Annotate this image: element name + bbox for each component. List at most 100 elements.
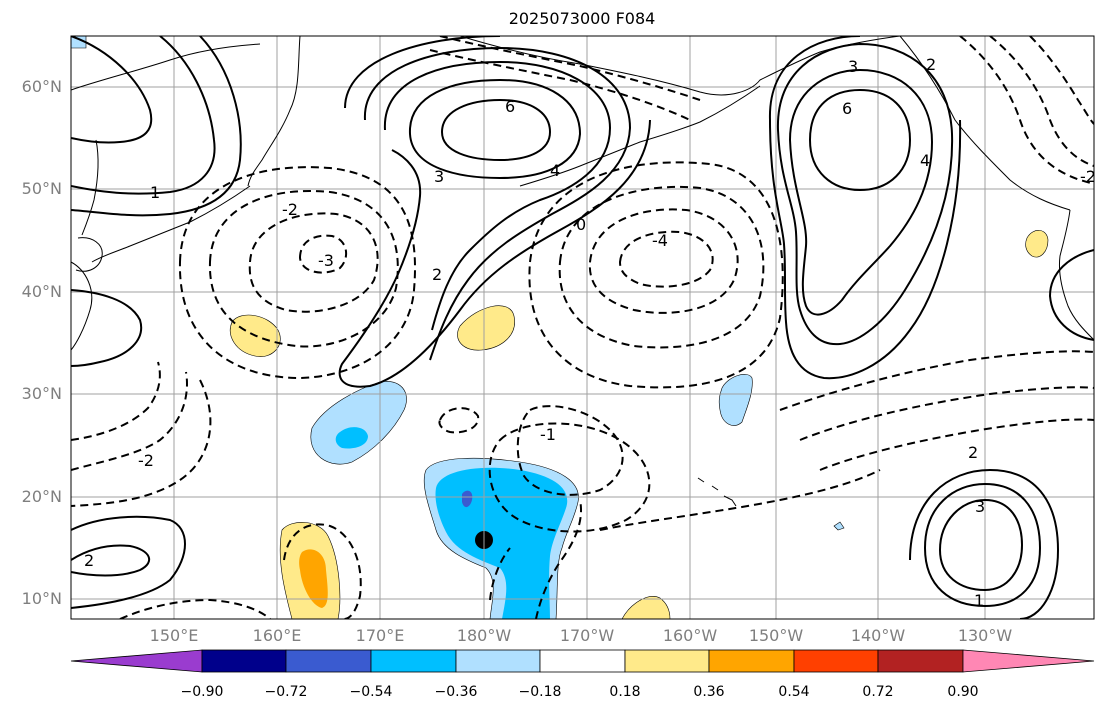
colorbar-extend-high <box>962 649 1095 673</box>
contour-label: 2 <box>432 265 442 284</box>
contour-label: 3 <box>848 57 858 76</box>
kamchatka-coast <box>247 36 301 187</box>
lat-label: 60°N <box>21 77 62 96</box>
contour-line <box>1029 36 1094 125</box>
negative-anomaly-area <box>833 521 845 531</box>
contour-line <box>989 36 1094 167</box>
aleutian-islands <box>519 85 761 187</box>
contour-label: 3 <box>975 497 985 516</box>
colorbar-segment <box>708 649 795 673</box>
contour-line <box>408 78 582 180</box>
contour-line <box>429 36 701 121</box>
contour-line <box>938 498 1024 592</box>
contour-line <box>71 371 188 471</box>
contour-line <box>618 230 714 288</box>
shaded-anomalies <box>71 36 1049 619</box>
colorbar-tick-label: 0.36 <box>693 684 725 700</box>
contour-line <box>909 468 1060 619</box>
negative-anomaly-area <box>310 381 407 465</box>
contour-line <box>363 46 632 361</box>
map-title: 2025073000 F084 <box>508 9 656 28</box>
colorbar <box>70 649 1095 673</box>
contour-line <box>208 190 399 348</box>
colorbar-extend-low <box>70 649 203 673</box>
contour-label: 2 <box>926 55 936 74</box>
colorbar-tick-label: 0.90 <box>947 684 979 700</box>
contour-line <box>768 36 962 380</box>
contour-line <box>178 166 416 380</box>
contour-line <box>438 407 480 434</box>
lon-label: 160°E <box>252 626 302 645</box>
contour-line <box>338 36 651 388</box>
colorbar-segment <box>455 649 541 673</box>
colorbar-tick-label: 0.54 <box>778 684 810 700</box>
contour-line <box>489 499 582 619</box>
strong-positive-anomaly-area <box>299 549 328 608</box>
colorbar-tick-label: 0.72 <box>862 684 894 700</box>
contour-line <box>808 88 912 192</box>
contour-line <box>71 36 216 195</box>
positive-anomaly-area <box>621 596 671 619</box>
contour-label: -2 <box>138 451 154 470</box>
map-panel: 6 4 3 2 0 -2 -3 -4 1 -1 6 4 3 2 -2 2 3 1… <box>70 35 1095 620</box>
deep-negative-anomaly-area <box>462 490 473 508</box>
colorbar-segment <box>285 649 372 673</box>
contour-line <box>788 68 934 316</box>
contour-line <box>71 515 186 609</box>
contour-label: -4 <box>652 231 668 250</box>
contour-line <box>516 405 624 496</box>
bc-coast <box>1059 209 1094 341</box>
alaska-panhandle-coast <box>899 36 1071 211</box>
contour-line <box>588 208 739 314</box>
contour-line <box>1048 249 1094 341</box>
negative-anomaly-area <box>71 36 87 49</box>
sakhalin-coast <box>81 139 99 236</box>
contour-line <box>440 98 552 162</box>
contour-line <box>298 234 348 274</box>
positive-contours <box>71 36 1094 619</box>
contour-label: 1 <box>150 183 160 202</box>
contour-line <box>71 379 212 507</box>
contour-line <box>71 544 151 577</box>
colorbar-segment <box>539 649 626 673</box>
lon-label: 170°W <box>559 626 615 645</box>
colorbar-segment <box>877 649 964 673</box>
colorbar-tick-label: −0.72 <box>264 684 308 700</box>
lat-label: 30°N <box>21 384 62 403</box>
colorbar-tick-label: −0.90 <box>180 684 224 700</box>
contour-line <box>599 469 881 531</box>
contour-label: 6 <box>842 99 852 118</box>
contour-line <box>779 350 1094 411</box>
colorbar-segment <box>793 649 879 673</box>
lat-label: 40°N <box>21 282 62 301</box>
colorbar-tick-label: −0.18 <box>518 684 562 700</box>
lon-label: 150°W <box>748 626 804 645</box>
lon-label: 170°E <box>355 626 405 645</box>
contour-label: 4 <box>920 151 930 170</box>
hokkaido-coast <box>75 237 103 272</box>
hawaii-islands <box>697 477 737 507</box>
colorbar-tick-label: −0.54 <box>349 684 393 700</box>
contour-line <box>383 60 612 331</box>
contour-line <box>799 386 1094 441</box>
lon-label: 130°W <box>957 626 1013 645</box>
contour-line <box>819 418 1094 471</box>
contour-line <box>119 598 271 619</box>
alaska-coast <box>459 36 901 96</box>
contour-label: -3 <box>318 251 334 270</box>
coastlines <box>71 36 1094 507</box>
colorbar-tick-label: 0.18 <box>609 684 641 700</box>
colorbar-segment <box>624 649 710 673</box>
negative-contours <box>71 36 1094 619</box>
colorbar-tick-label: −0.36 <box>434 684 478 700</box>
colorbar-segment <box>201 649 287 673</box>
contour-line <box>71 36 153 144</box>
lat-label: 20°N <box>21 487 62 506</box>
negative-anomaly-area <box>718 374 753 426</box>
lon-label: 150°E <box>149 626 199 645</box>
strong-negative-anomaly-area <box>335 427 368 449</box>
positive-anomaly-area <box>457 305 515 351</box>
contour-label: 1 <box>974 591 984 610</box>
contour-labels: 6 4 3 2 0 -2 -3 -4 1 -1 6 4 3 2 -2 2 3 1… <box>84 55 1094 610</box>
